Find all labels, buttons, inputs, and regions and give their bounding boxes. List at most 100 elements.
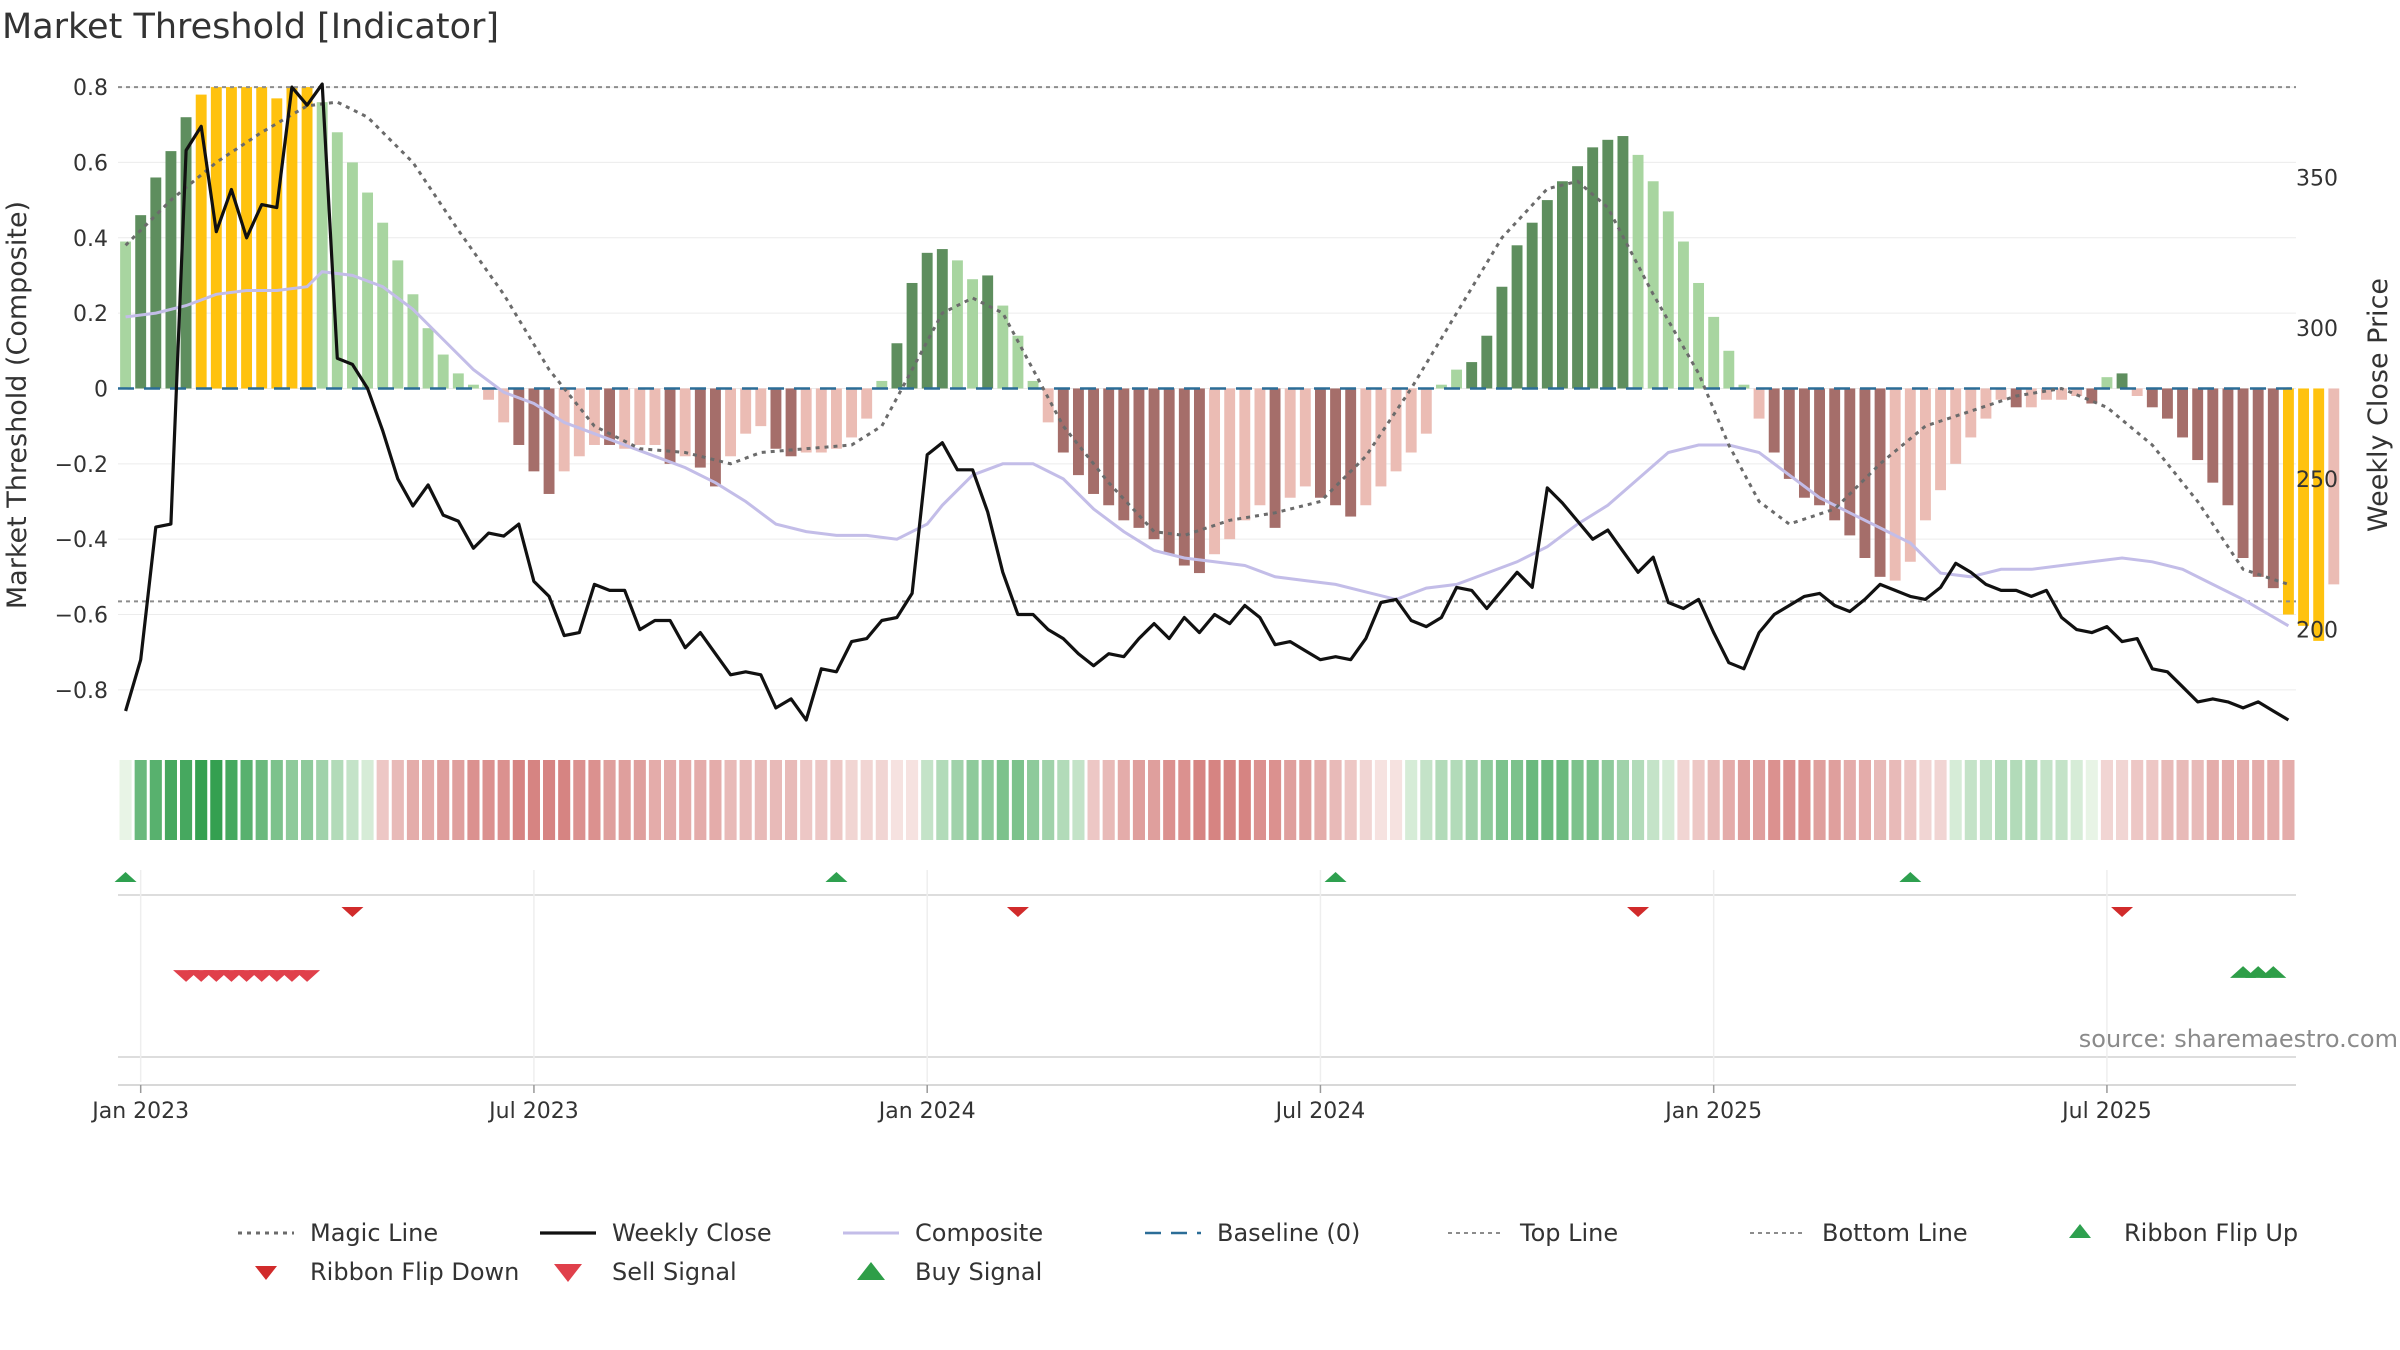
ribbon-cell [2025,760,2038,840]
ribbon-cell [497,760,510,840]
left-tick-label: 0.8 [73,76,108,101]
ribbon-cell [2267,760,2280,840]
ribbon-cell [1193,760,1206,840]
ribbon-cell [815,760,828,840]
histogram-bar [815,388,827,453]
ribbon-cell [996,760,1009,840]
histogram-bar [1753,388,1765,419]
histogram-bar [195,94,207,389]
ribbon-cell [754,760,767,840]
histogram-bar [1163,388,1175,555]
histogram-bar [1420,388,1432,434]
ribbon-cell [739,760,752,840]
histogram-bar [573,388,585,457]
reference-lines [118,86,2296,603]
ribbon-cell [1480,760,1493,840]
histogram-bar [967,279,979,389]
ribbon-cell [709,760,722,840]
histogram-bar [422,328,434,389]
ribbon-cell [1601,760,1614,840]
chart-title: Market Threshold [Indicator] [2,7,499,47]
ribbon-cell [1677,760,1690,840]
ribbon-cell [1753,760,1766,840]
ribbon-cell [316,760,329,840]
ribbon-cell [1919,760,1932,840]
histogram-bar [1995,388,2007,400]
ribbon-cell [1616,760,1629,840]
ribbon-cell [1238,760,1251,840]
histogram-bar [1572,166,1584,389]
histogram-bar [1435,384,1447,389]
ribbon-cell [195,760,208,840]
ribbon-cell [1465,760,1478,840]
histogram-bar [982,275,994,389]
left-tick-label: −0.6 [55,604,108,629]
histogram-bar [1254,388,1266,506]
histogram-bar [1935,388,1947,491]
weekly-close-line [124,82,2290,722]
sell-signal-marker [294,970,321,982]
ribbon-cell [951,760,964,840]
ribbon-cell [1011,760,1024,840]
ribbon-flip-down-marker [341,907,364,917]
histogram-bar [2207,388,2219,483]
ribbon-cell [800,760,813,840]
ribbon-cell [648,760,661,840]
histogram-bar [1844,388,1856,536]
histogram-bar [1768,388,1780,453]
histogram-bar [2161,388,2173,419]
ribbon-cell [2206,760,2219,840]
ribbon-cell [512,760,525,840]
histogram-bar [1239,388,1251,521]
ribbon-cell [1904,760,1917,840]
histogram-bar [1965,388,1977,438]
histogram-bar [1481,335,1493,389]
ribbon-cell [1359,760,1372,840]
ribbon-cell [890,760,903,840]
ribbon-cell [1798,760,1811,840]
x-axis-ticks: Jan 2023 Jul 2023 Jan 2024 Jul 2024 Jan 2025… [90,1085,2152,1124]
histogram-bar [135,215,147,389]
ribbon-cell [1647,760,1660,840]
histogram-bar [861,388,873,419]
histogram-bar [2177,388,2189,438]
legend-item-topline-label: Top Line [1519,1219,1618,1247]
ribbon-cell [240,760,253,840]
histogram-bar [256,87,268,389]
histogram-bar [2101,377,2113,389]
x-tick-label: Jan 2025 [1663,1099,1762,1124]
ribbon-cell [1087,760,1100,840]
histogram-bar [498,388,510,423]
ribbon-cell [1178,760,1191,840]
histogram-bar [1511,245,1523,389]
legend-item-buy-swatch [857,1262,885,1280]
right-tick-label: 350 [2296,166,2338,191]
histogram-bar [1738,384,1750,389]
left-axis-title: Market Threshold (Composite) [2,201,33,609]
ribbon-cell [2055,760,2068,840]
histogram-bar [906,282,918,389]
histogram-bar [1042,388,1054,423]
ribbon-cell [921,760,934,840]
ribbon-cell [981,760,994,840]
histogram-bar [1556,181,1568,389]
histogram-bar [619,388,631,449]
histogram-bar [1980,388,1992,419]
legend-item-magic-label: Magic Line [310,1219,438,1247]
histogram-bar [2086,388,2098,404]
histogram-bar [2010,388,2022,408]
histogram-bar [2313,388,2325,641]
ribbon-cell [618,760,631,840]
ribbon-cell [346,760,359,840]
ribbon-cell [331,760,344,840]
histogram-bar [2298,388,2310,626]
histogram-bar [1541,200,1553,389]
histogram-bar [210,87,222,389]
histogram-bar [1783,388,1795,479]
ribbon-cell [588,760,601,840]
histogram-bar [1723,350,1735,389]
ribbon-cell [1253,760,1266,840]
ribbon-cell [164,760,177,840]
ribbon-cell [1450,760,1463,840]
